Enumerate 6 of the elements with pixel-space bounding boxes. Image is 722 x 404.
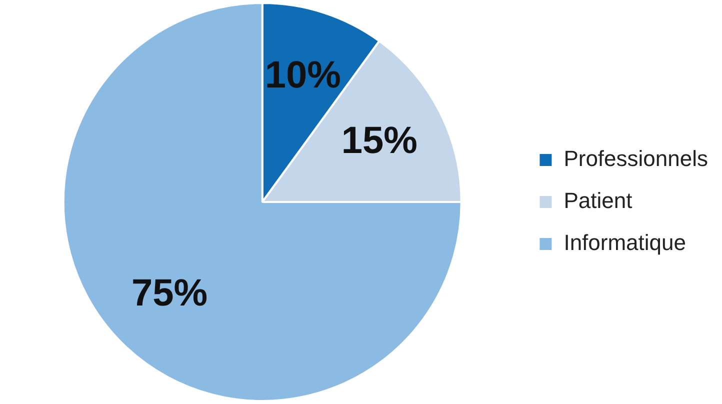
legend-label: Informatique	[564, 230, 686, 256]
data-label: 75%	[131, 272, 208, 314]
legend-label: Professionnels	[564, 146, 708, 172]
data-label: 10%	[264, 54, 341, 97]
legend-label: Patient	[564, 188, 632, 214]
data-label: 15%	[341, 120, 418, 162]
